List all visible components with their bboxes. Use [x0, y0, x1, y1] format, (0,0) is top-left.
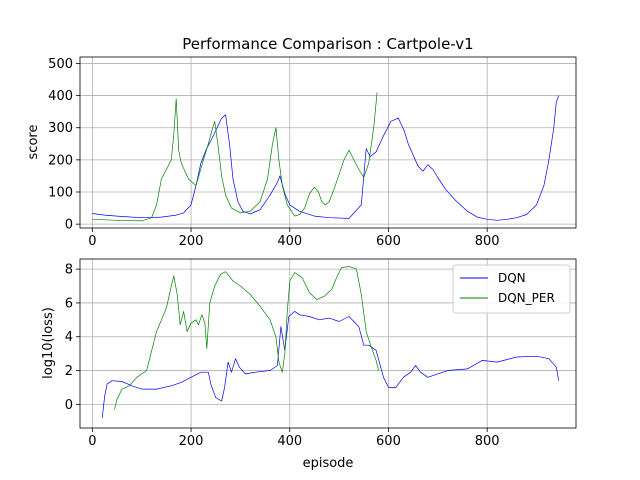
score-axes: 0 200 400 600 800 0 100 200 300 400 500 score — [26, 56, 577, 249]
loss-ytick-label: 8 — [65, 263, 73, 278]
legend: DQN DQN_PER — [452, 264, 571, 314]
score-ytick-label: 500 — [48, 57, 73, 72]
score-xtick-label: 0 — [88, 234, 96, 249]
score-ytick-label: 100 — [48, 186, 73, 201]
score-ytick-label: 300 — [48, 121, 73, 136]
loss-xtick-label: 0 — [88, 434, 96, 449]
loss-xtick-label: 400 — [277, 434, 302, 449]
loss-ytick-label: 6 — [65, 296, 73, 311]
score-xtick-label: 400 — [277, 234, 302, 249]
score-xtick-label: 600 — [376, 234, 401, 249]
loss-xtick-label: 800 — [475, 434, 500, 449]
legend-box — [452, 264, 571, 314]
score-ytick-label: 200 — [48, 153, 73, 168]
loss-ytick-label: 4 — [65, 330, 73, 345]
score-series-dqn — [92, 95, 560, 221]
score-plot-frame — [79, 56, 577, 229]
score-ytick-label: 0 — [65, 218, 73, 233]
legend-label-dqn: DQN — [498, 271, 526, 285]
legend-label-dqn-per: DQN_PER — [498, 291, 555, 305]
loss-plot-frame — [79, 258, 577, 429]
loss-ytick-label: 0 — [65, 398, 73, 413]
loss-xtick-label: 600 — [376, 434, 401, 449]
score-grid — [80, 57, 576, 228]
loss-axes: 0 200 400 600 800 0 2 4 6 8 log10(loss) episode D… — [41, 258, 577, 471]
score-xtick-label: 800 — [475, 234, 500, 249]
loss-series-dqn-per — [114, 266, 379, 410]
score-ytick-label: 400 — [48, 89, 73, 104]
score-ticks: 0 200 400 600 800 0 100 200 300 400 500 — [48, 57, 499, 249]
score-ylabel: score — [26, 125, 41, 160]
loss-series — [101, 266, 560, 418]
score-xtick-label: 200 — [179, 234, 204, 249]
loss-ylabel: log10(loss) — [41, 307, 56, 379]
loss-series-dqn — [101, 311, 560, 418]
chart-title: Performance Comparison : Cartpole-v1 — [182, 35, 473, 53]
loss-xtick-label: 200 — [179, 434, 204, 449]
loss-xlabel: episode — [303, 456, 354, 471]
loss-ytick-label: 2 — [65, 364, 73, 379]
loss-ticks: 0 200 400 600 800 0 2 4 6 8 — [65, 263, 500, 449]
score-series-dqn-per — [92, 92, 378, 222]
score-series — [92, 92, 560, 222]
